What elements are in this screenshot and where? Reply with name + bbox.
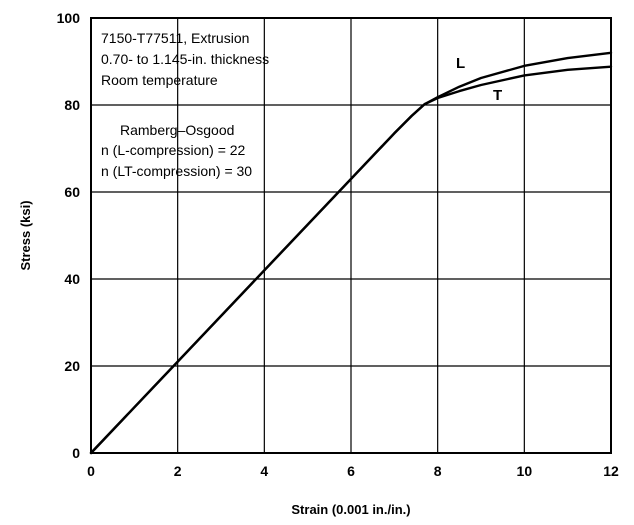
grid-lines <box>91 18 611 453</box>
annotation-material-line-2: 0.70- to 1.145-in. thickness <box>101 51 269 67</box>
annotation-ramberg-n-l: n (L-compression) = 22 <box>101 142 246 158</box>
x-tick-labels: 0 2 4 6 8 10 12 <box>87 463 619 479</box>
x-tick-label: 4 <box>260 463 268 479</box>
annotation-material-line-1: 7150-T77511, Extrusion <box>101 30 249 46</box>
y-tick-label: 60 <box>64 184 80 200</box>
y-tick-labels: 0 20 40 60 80 100 <box>57 10 81 461</box>
y-tick-label: 0 <box>72 445 80 461</box>
x-tick-label: 2 <box>174 463 182 479</box>
x-tick-label: 8 <box>434 463 442 479</box>
x-axis-title: Strain (0.001 in./in.) <box>291 502 410 517</box>
series-line-t <box>89 65 613 455</box>
x-tick-label: 6 <box>347 463 355 479</box>
annotation-ramberg-title: Ramberg–Osgood <box>120 122 234 138</box>
y-tick-label: 80 <box>64 97 80 113</box>
ramberg-osgood-annotation: Ramberg–Osgood n (L-compression) = 22 n … <box>101 122 252 179</box>
material-annotation: 7150-T77511, Extrusion 0.70- to 1.145-in… <box>101 30 269 88</box>
y-tick-label: 20 <box>64 358 80 374</box>
series-label-t: T <box>493 87 502 104</box>
y-tick-label: 100 <box>57 10 81 26</box>
y-tick-label: 40 <box>64 271 80 287</box>
x-tick-label: 12 <box>603 463 619 479</box>
x-tick-label: 10 <box>517 463 533 479</box>
annotation-ramberg-n-lt: n (LT-compression) = 30 <box>101 163 252 179</box>
series-label-l: L <box>456 55 465 72</box>
y-axis-title: Stress (ksi) <box>18 200 33 270</box>
series-lines <box>89 51 613 455</box>
annotation-material-line-3: Room temperature <box>101 72 218 88</box>
plot-frame <box>90 17 612 454</box>
x-tick-label: 0 <box>87 463 95 479</box>
